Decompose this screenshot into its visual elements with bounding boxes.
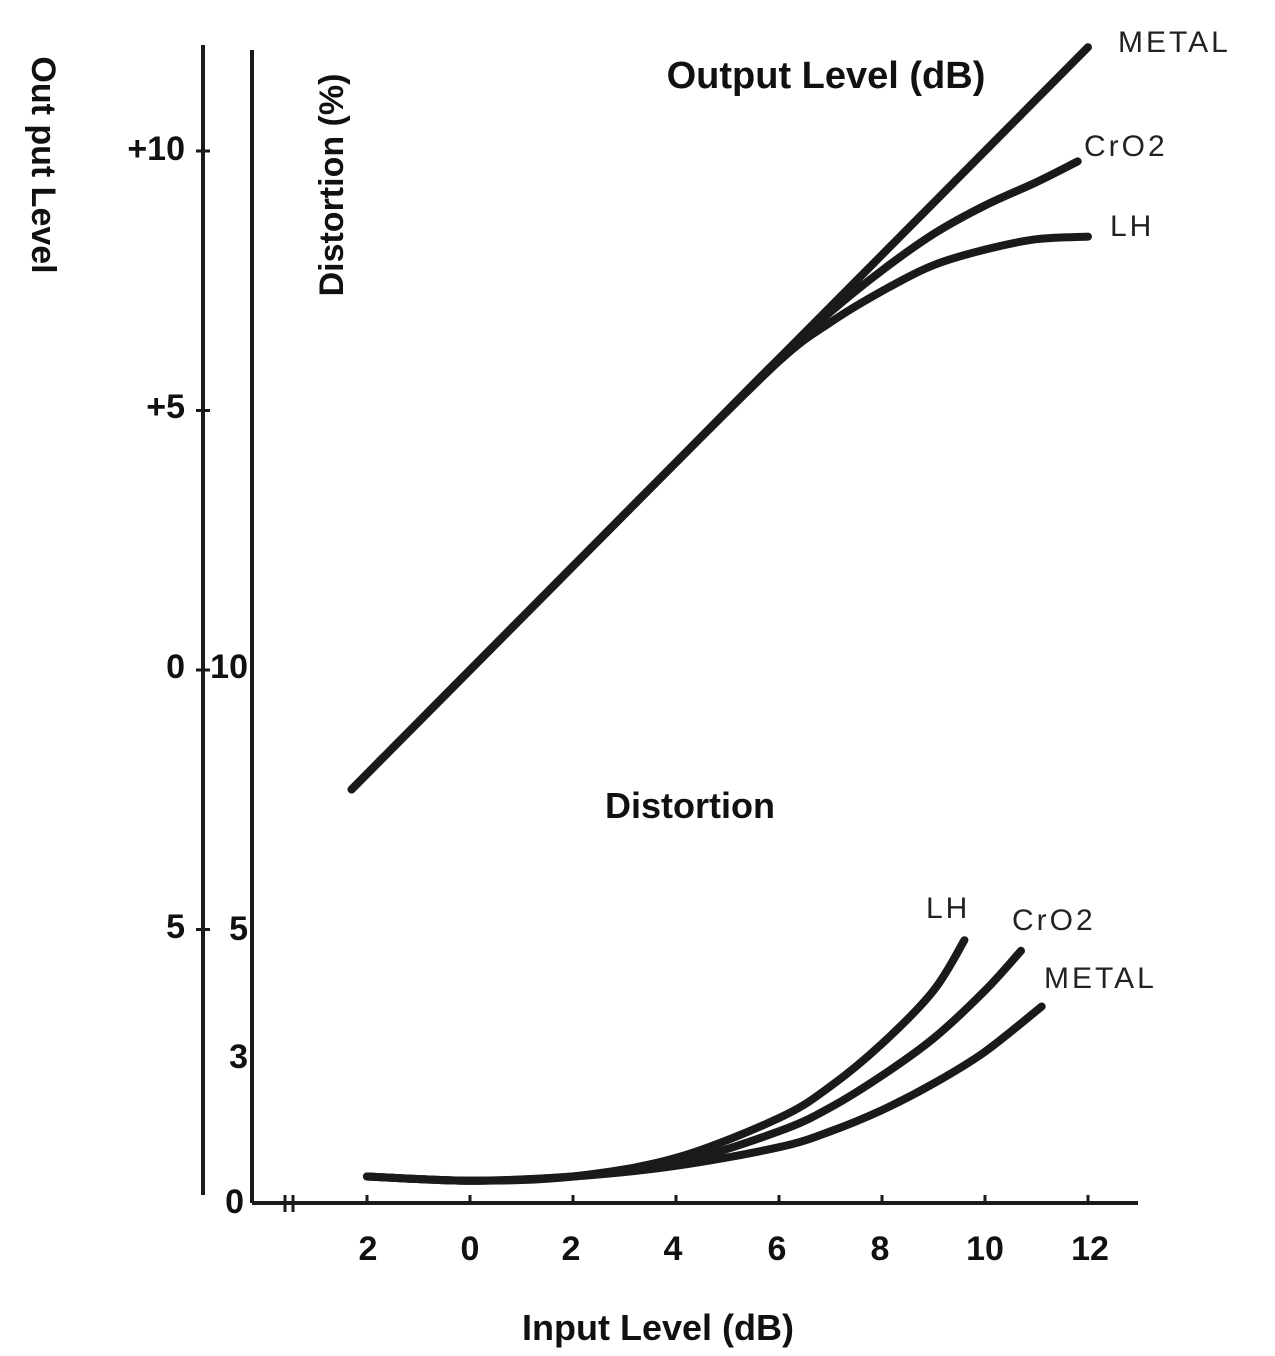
inner-tick-label: 0 <box>225 1183 244 1221</box>
inner-tick-label: 5 <box>229 910 248 948</box>
output-level-title: Output Level (dB) <box>667 55 986 97</box>
curves <box>347 43 1092 1185</box>
left-tick-label: +10 <box>127 130 185 168</box>
x-tick-label: 6 <box>768 1230 787 1268</box>
left-tick-label: 0 <box>166 648 185 686</box>
distortion-curve-cro2-line <box>363 946 1025 1185</box>
distortion-curve-metal-line <box>363 1002 1046 1185</box>
x-axis-label: Input Level (dB) <box>522 1307 794 1348</box>
output-curve-label-cro2: CrO2 <box>1084 130 1168 163</box>
distortion-curve-label-metal: METAL <box>1044 962 1157 995</box>
x-tick-label: 0 <box>461 1230 480 1268</box>
inner-axis-label: Distortion (%) <box>313 74 351 297</box>
inner-tick-label: 10 <box>210 648 248 686</box>
distortion-curve-label-cro2: CrO2 <box>1012 904 1096 937</box>
left-axis-label: Out put Level <box>24 56 62 273</box>
x-tick-label: 4 <box>664 1230 683 1268</box>
x-tick-label: 12 <box>1071 1230 1109 1268</box>
x-tick-label: 2 <box>562 1230 581 1268</box>
left-tick-label: 5 <box>166 908 185 946</box>
distortion-curve-label-lh: LH <box>926 892 970 925</box>
x-tick-label: 10 <box>966 1230 1004 1268</box>
x-tick-label: 8 <box>871 1230 890 1268</box>
distortion-title: Distortion <box>605 785 775 826</box>
left-tick-label: +5 <box>146 388 185 426</box>
output-curve-lh-line <box>347 232 1092 794</box>
output-curve-label-lh: LH <box>1110 210 1154 243</box>
distortion-curve-lh-line <box>363 936 969 1185</box>
tick-marks <box>196 149 1090 1203</box>
output-curve-label-metal: METAL <box>1118 26 1231 59</box>
inner-tick-label: 3 <box>229 1038 248 1076</box>
x-tick-label: 2 <box>359 1230 378 1268</box>
